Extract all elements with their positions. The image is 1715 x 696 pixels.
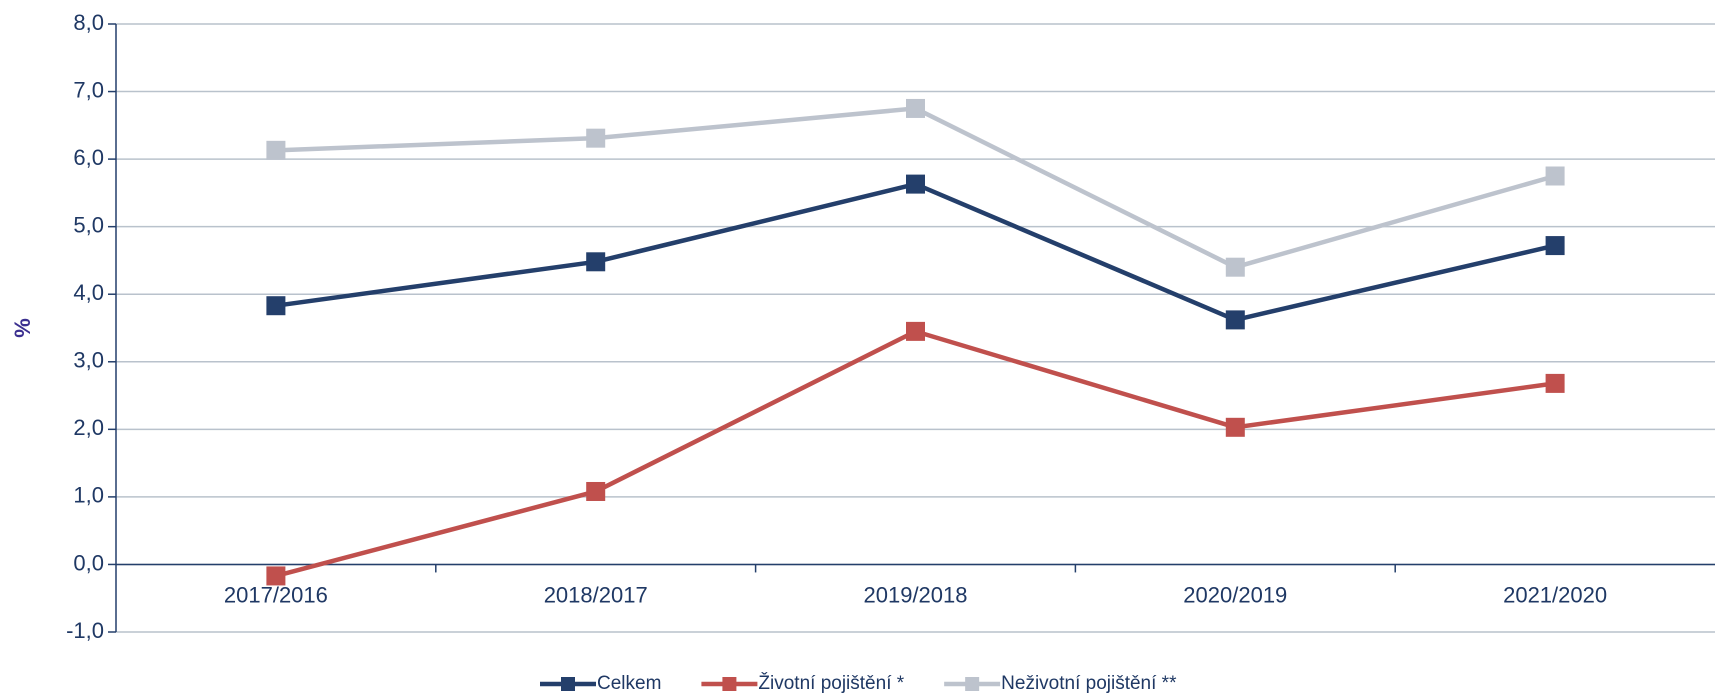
marker xyxy=(266,140,286,160)
y-tick-label: 6,0 xyxy=(73,145,104,170)
legend-label: Životní pojištění * xyxy=(758,672,904,694)
marker xyxy=(906,174,925,194)
y-tick-label: 3,0 xyxy=(73,348,104,373)
legend-marker xyxy=(965,677,980,691)
legend-marker xyxy=(561,677,575,691)
marker xyxy=(586,128,606,148)
x-tick-label: 2020/2019 xyxy=(1183,582,1287,607)
series-line xyxy=(275,181,1556,323)
marker xyxy=(586,481,606,501)
marker xyxy=(906,98,925,118)
legend: Celkem Životní pojištění * Neživotní pojiš… xyxy=(540,672,1177,694)
series-line xyxy=(275,328,1556,579)
y-tick-label: -1,0 xyxy=(66,618,104,643)
y-tick-label: 2,0 xyxy=(73,415,104,440)
x-tick-label: 2017/2016 xyxy=(224,582,328,607)
marker xyxy=(1545,236,1565,256)
marker xyxy=(266,566,286,586)
y-tick-label: 8,0 xyxy=(73,10,104,35)
y-tick-label: 0,0 xyxy=(73,550,104,575)
y-tick-label: 7,0 xyxy=(73,77,104,102)
marker xyxy=(266,296,286,316)
marker xyxy=(586,252,606,272)
legend-label: Neživotní pojištění ** xyxy=(1001,673,1177,694)
x-tick-label: 2019/2018 xyxy=(864,582,968,607)
marker xyxy=(1545,166,1565,186)
y-tick-label: 1,0 xyxy=(73,483,104,508)
x-tick-label: 2021/2020 xyxy=(1503,582,1607,607)
x-tick-label: 2018/2017 xyxy=(544,582,648,607)
marker xyxy=(1225,417,1245,437)
y-tick-label: 5,0 xyxy=(73,212,104,237)
y-tick-label: 4,0 xyxy=(73,280,104,305)
marker xyxy=(1225,310,1245,330)
marker xyxy=(1545,373,1565,393)
legend-label: Celkem xyxy=(597,673,661,694)
y-axis-label: % xyxy=(10,318,35,338)
legend-marker xyxy=(722,677,737,691)
marker xyxy=(906,321,925,341)
marker xyxy=(1225,257,1245,277)
